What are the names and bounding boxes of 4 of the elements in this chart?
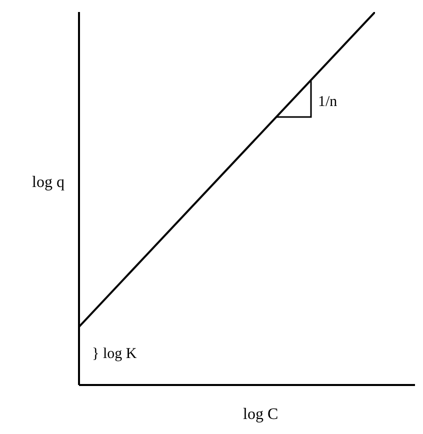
annotation: 1/n (318, 94, 338, 111)
y-axis-title: log q (32, 174, 64, 192)
x-axis-title: log C (243, 406, 278, 424)
annotation: } log K (92, 346, 137, 363)
